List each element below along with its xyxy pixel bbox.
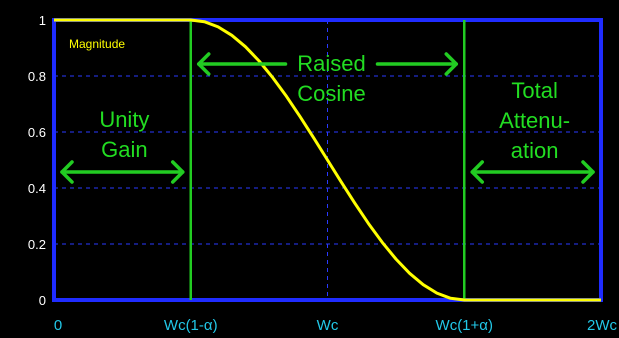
arrow-head	[581, 160, 595, 184]
y-tick-label: 0	[39, 293, 46, 308]
region-label-raised-cosine: Raised	[297, 51, 365, 76]
x-tick-label: 2Wc	[587, 317, 618, 334]
region-label: Gain	[101, 137, 147, 162]
region-label: Attenu-	[499, 108, 570, 133]
region-label-raised-cosine: Cosine	[297, 81, 365, 106]
region-label: ation	[511, 138, 559, 163]
x-tick-label: Wc	[317, 317, 339, 334]
region-label: Total	[511, 78, 557, 103]
arrow-head	[197, 52, 211, 76]
inset-label: Magnitude	[69, 37, 125, 51]
x-tick-label: Wc(1-α)	[164, 317, 218, 334]
y-tick-label: 0.4	[28, 181, 46, 196]
plot-frame	[52, 18, 603, 302]
x-tick-label: Wc(1+α)	[436, 317, 493, 334]
arrow-head	[470, 160, 484, 184]
y-tick-label: 0.2	[28, 237, 46, 252]
arrow-head	[444, 52, 458, 76]
arrow-head	[60, 160, 74, 184]
y-tick-label: 1	[39, 13, 46, 28]
x-tick-label: 0	[54, 317, 62, 334]
y-tick-label: 0.6	[28, 125, 46, 140]
y-tick-label: 0.8	[28, 69, 46, 84]
arrow-head	[171, 160, 185, 184]
region-label: Unity	[99, 107, 149, 132]
magnitude-curve	[54, 18, 601, 302]
